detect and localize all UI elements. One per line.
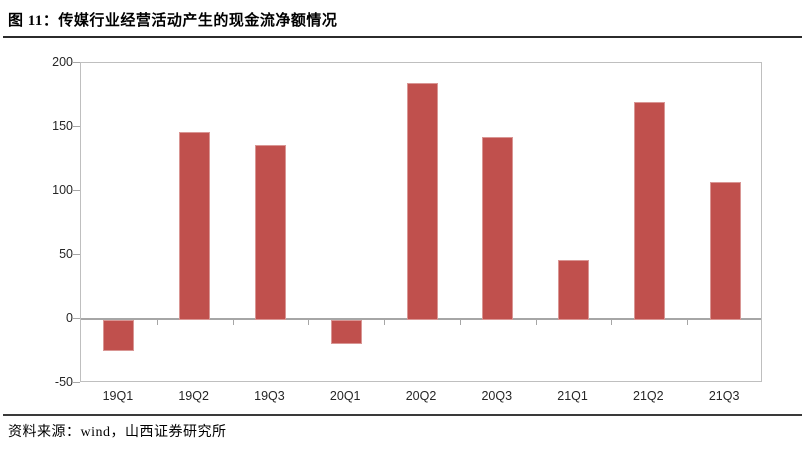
bar-20Q3	[482, 136, 514, 320]
x-axis-tick-mark	[308, 320, 310, 325]
x-axis-tick-mark	[535, 320, 537, 325]
x-axis-tick-mark	[687, 320, 689, 325]
x-axis-label: 19Q3	[254, 389, 285, 403]
x-axis-label: 21Q2	[633, 389, 664, 403]
x-axis-tick-mark	[459, 320, 461, 325]
x-axis-label: 19Q2	[178, 389, 209, 403]
bar-21Q2	[633, 102, 665, 320]
plot-area	[80, 62, 762, 382]
y-axis-tick-label: 150	[52, 119, 73, 133]
bar-20Q2	[406, 83, 438, 320]
x-axis-label: 20Q3	[481, 389, 513, 403]
bar-21Q3	[709, 181, 741, 320]
figure-title: 图 11：传媒行业经营活动产生的现金流净额情况	[8, 13, 338, 29]
source-note: 资料来源：wind，山西证券研究所	[8, 425, 227, 440]
x-axis-tick-mark	[384, 320, 386, 325]
x-axis-tick-mark	[611, 320, 613, 325]
bar-19Q2	[179, 131, 211, 320]
x-axis-tick-mark	[156, 320, 158, 325]
y-axis-tick-mark	[73, 62, 80, 63]
title-divider	[3, 36, 802, 38]
x-axis-label: 20Q2	[405, 389, 437, 403]
x-axis-label: 21Q3	[708, 389, 740, 403]
y-axis-tick-label: 50	[59, 247, 73, 261]
y-axis-tick-mark	[73, 190, 80, 191]
y-axis-tick-label: 100	[52, 183, 73, 197]
y-axis-tick-label: 0	[66, 311, 73, 325]
bar-19Q3	[254, 144, 286, 320]
x-axis-tick-mark	[232, 320, 234, 325]
y-axis-tick-mark	[73, 318, 80, 319]
x-axis-label: 21Q1	[557, 389, 588, 403]
x-axis-label: 20Q1	[329, 389, 361, 403]
y-axis-tick-mark	[73, 126, 80, 127]
y-axis-tick-mark	[73, 382, 80, 383]
bar-21Q1	[558, 259, 590, 320]
footer-divider	[3, 414, 802, 416]
y-axis-tick-label: 200	[52, 55, 73, 69]
y-axis-tick-mark	[73, 254, 80, 255]
bar-20Q1	[330, 320, 362, 345]
y-axis-tick-label: -50	[54, 375, 73, 389]
x-axis-label: 19Q1	[102, 389, 134, 403]
bar-19Q1	[103, 320, 135, 351]
